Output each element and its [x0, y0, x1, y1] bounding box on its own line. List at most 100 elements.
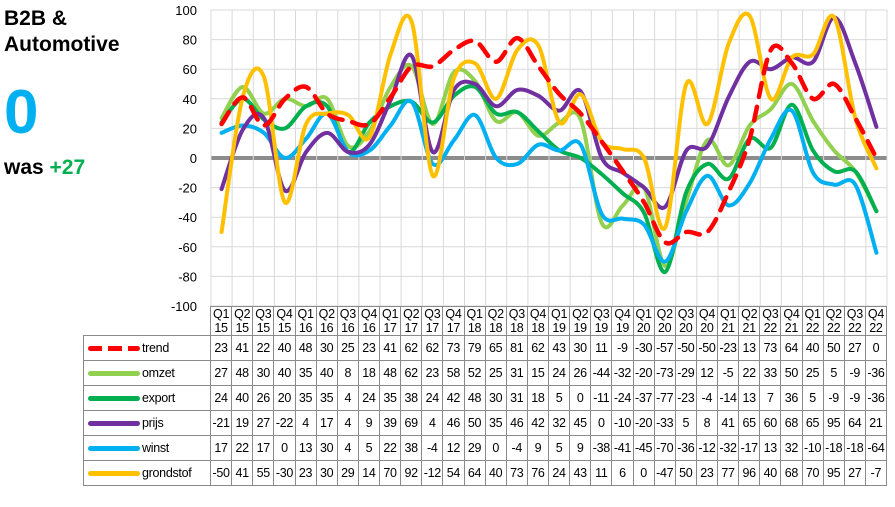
legend-swatch-winst	[88, 446, 140, 452]
table-cell: -32	[716, 435, 740, 461]
table-cell: 23	[695, 460, 719, 486]
table-cell: -4	[505, 435, 528, 461]
table-cell: 38	[400, 385, 423, 411]
legend-label: omzet	[83, 360, 211, 386]
table-cell: 12	[442, 435, 465, 461]
table-cell: 5	[547, 435, 571, 461]
table-cell: -37	[632, 385, 655, 411]
table-cell: 41	[231, 460, 254, 486]
y-tick-label: -60	[178, 240, 197, 255]
table-cell: -9	[843, 385, 866, 411]
column-header: Q1 19	[547, 306, 571, 336]
table-cell: 64	[780, 335, 803, 361]
table-cell: -38	[590, 435, 613, 461]
table-cell: 0	[632, 460, 655, 486]
table-cell: 41	[231, 335, 254, 361]
table-cell: -64	[864, 435, 888, 461]
table-row-export: export 24 40 26 20 35 35 4 24 35 38 24 42 48 30 31 18 5 0-…	[83, 385, 888, 411]
table-cell: 62	[400, 360, 423, 386]
table-cell: 0	[569, 385, 592, 411]
legend-swatch-omzet	[88, 371, 140, 377]
table-cell: 96	[738, 460, 761, 486]
table-cell: -20	[632, 410, 655, 436]
table-cell: 40	[273, 360, 296, 386]
table-cell: 43	[569, 460, 592, 486]
table-cell: 31	[505, 360, 528, 386]
table-cell: 68	[780, 410, 803, 436]
table-cell: 27	[209, 360, 233, 386]
table-cell: 15	[526, 360, 550, 386]
table-cell: 73	[442, 335, 465, 361]
table-cell: -9	[611, 335, 634, 361]
table-cell: 30	[484, 385, 507, 411]
table-cell: -36	[864, 385, 888, 411]
table-cell: 27	[252, 410, 275, 436]
column-header: Q1 16	[294, 306, 317, 336]
table-cell: 4	[336, 385, 359, 411]
table-cell: 58	[442, 360, 465, 386]
table-cell: 11	[590, 335, 613, 361]
table-cell: 79	[463, 335, 486, 361]
table-cell: 30	[315, 335, 338, 361]
series-line-omzet	[219, 62, 879, 269]
table-cell: -50	[209, 460, 233, 486]
table-corner	[84, 307, 211, 336]
table-cell: 32	[547, 410, 571, 436]
table-cell: 9	[569, 435, 592, 461]
table-cell: 48	[378, 360, 402, 386]
table-cell: 69	[400, 410, 423, 436]
table-cell: 0	[864, 335, 888, 361]
legend-swatch-trend	[88, 346, 140, 352]
current-value: 0	[4, 78, 39, 147]
table-cell: 0	[273, 435, 296, 461]
table-cell: 95	[822, 460, 845, 486]
table-cell: 7	[759, 385, 782, 411]
table-cell: 13	[738, 385, 761, 411]
series-line-grondstof	[219, 11, 879, 234]
column-header: Q4 15	[273, 306, 296, 336]
table-cell: 32	[780, 435, 803, 461]
table-cell: 30	[569, 335, 592, 361]
y-tick-label: -20	[178, 181, 197, 196]
table-cell: -44	[590, 360, 613, 386]
legend-label: prijs	[83, 410, 211, 436]
table-cell: -33	[653, 410, 676, 436]
was-label: was	[4, 156, 44, 179]
table-cell: 24	[421, 385, 444, 411]
table-cell: 8	[695, 410, 719, 436]
table-cell: 18	[357, 360, 381, 386]
table-cell: 35	[294, 385, 317, 411]
column-header: Q4 21	[780, 306, 803, 336]
table-cell: 25	[484, 360, 507, 386]
table-cell: -9	[822, 385, 845, 411]
table-cell: 4	[294, 410, 317, 436]
column-header: Q3 22	[759, 306, 782, 336]
table-cell: -47	[653, 460, 676, 486]
column-header: Q1 21	[716, 306, 740, 336]
table-cell: 65	[484, 335, 507, 361]
table-cell: -5	[716, 360, 740, 386]
table-cell: 26	[569, 360, 592, 386]
table-cell: 50	[674, 460, 697, 486]
table-cell: 45	[569, 410, 592, 436]
table-cell: 23	[209, 335, 233, 361]
table-cell: 0	[590, 410, 613, 436]
table-cell: 68	[780, 460, 803, 486]
table-cell: 55	[252, 460, 275, 486]
column-header: Q3 18	[505, 306, 528, 336]
table-cell: -41	[611, 435, 634, 461]
table-cell: 0	[484, 435, 507, 461]
table-cell: 20	[273, 385, 296, 411]
table-cell: 64	[843, 410, 866, 436]
column-header: Q3 20	[674, 306, 697, 336]
column-header: Q4 22	[864, 306, 888, 336]
table-cell: 31	[505, 385, 528, 411]
table-cell: 23	[357, 335, 381, 361]
table-cell: 41	[378, 335, 402, 361]
table-cell: 35	[315, 385, 338, 411]
table-cell: 38	[400, 435, 423, 461]
table-cell: 17	[315, 410, 338, 436]
table-cell: 77	[716, 460, 740, 486]
table-cell: -12	[421, 460, 444, 486]
